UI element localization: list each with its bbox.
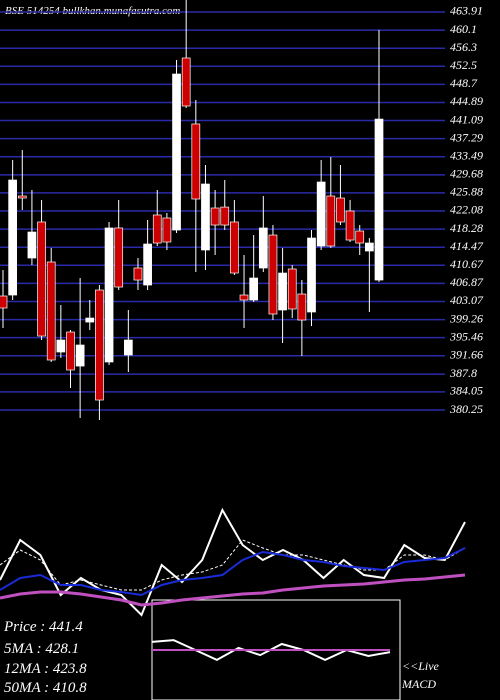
candle-body	[239, 294, 249, 301]
y-tick-label: 444.89	[450, 94, 483, 108]
chart-title: BSE 514254 bullkhan.munafasutra.com	[5, 5, 180, 17]
y-tick-label: 429.68	[450, 167, 483, 181]
price-label: Price : 441.4	[3, 619, 83, 635]
candle-body	[123, 339, 133, 356]
macd-label: MACD	[401, 677, 436, 691]
y-tick-label: 380.25	[449, 402, 483, 416]
y-tick-label: 422.08	[450, 203, 483, 217]
candle-body	[46, 261, 56, 361]
candle-body	[191, 123, 201, 200]
y-tick-label: 452.5	[450, 58, 477, 72]
candle-body	[162, 217, 172, 243]
y-tick-label: 399.26	[449, 311, 483, 325]
candle-body	[258, 227, 268, 269]
y-tick-label: 425.88	[450, 185, 483, 199]
y-tick-label: 441.09	[450, 112, 483, 126]
candle-body	[365, 242, 374, 252]
y-tick-label: 403.07	[450, 293, 484, 307]
y-tick-label: 460.1	[450, 22, 477, 36]
candle-body	[210, 207, 220, 226]
candle-body	[75, 344, 85, 367]
candle-body	[336, 197, 345, 223]
y-tick-label: 387.8	[449, 366, 477, 380]
candle-body	[17, 195, 27, 199]
candle-body	[0, 295, 8, 309]
y-tick-label: 406.87	[450, 275, 484, 289]
series-line	[0, 547, 466, 597]
candle-body	[114, 227, 124, 288]
candle-body	[307, 237, 316, 313]
candle-body	[345, 210, 355, 241]
candle-body	[143, 243, 152, 286]
y-tick-label: 410.67	[450, 257, 484, 271]
candle-body	[85, 317, 95, 323]
candle-body	[249, 277, 259, 301]
y-tick-label: 395.46	[449, 329, 483, 343]
y-tick-label: 391.66	[449, 347, 483, 361]
candle-body	[297, 293, 307, 321]
candle-body	[316, 181, 326, 247]
candle-body	[287, 268, 297, 310]
candle-body	[201, 183, 210, 251]
candle-body	[181, 57, 191, 107]
y-tick-label: 463.91	[450, 4, 483, 18]
ma-label: 12MA : 423.8	[4, 661, 87, 677]
candle-body	[104, 227, 114, 363]
series-line	[0, 539, 466, 591]
candle-body	[230, 221, 239, 274]
y-tick-label: 456.3	[450, 40, 477, 54]
live-label: <<Live	[402, 659, 440, 673]
y-tick-label: 433.49	[450, 148, 483, 162]
y-tick-label: 448.7	[450, 76, 478, 90]
y-tick-label: 384.05	[449, 384, 483, 398]
candle-body	[66, 331, 75, 371]
candle-body	[374, 118, 384, 281]
candle-body	[8, 179, 17, 296]
y-tick-label: 414.47	[450, 239, 484, 253]
candle-body	[220, 206, 230, 226]
candle-body	[326, 195, 336, 247]
candle-body	[27, 231, 37, 259]
y-tick-label: 437.29	[450, 130, 483, 144]
series-line	[0, 573, 466, 607]
candle-body	[172, 73, 181, 231]
candle-body	[37, 221, 46, 337]
candle-body	[95, 289, 104, 401]
ma-label: 5MA : 428.1	[4, 641, 79, 657]
candle-body	[278, 272, 287, 311]
ma-label: 50MA : 410.8	[4, 680, 87, 696]
candle-body	[268, 234, 278, 315]
candle-body	[56, 339, 66, 353]
candle-body	[152, 214, 162, 244]
candle-body	[133, 267, 143, 281]
y-tick-label: 418.28	[450, 221, 483, 235]
candle-body	[355, 230, 365, 244]
